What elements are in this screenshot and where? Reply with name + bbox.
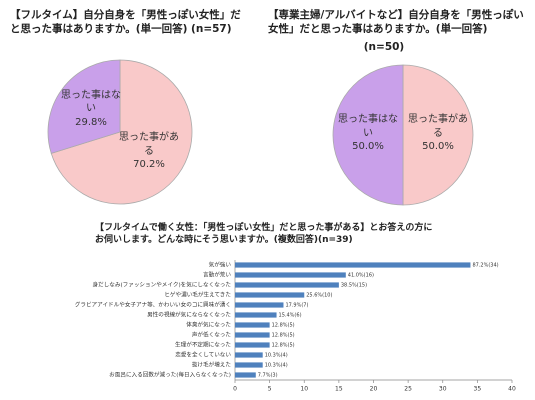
value-label: 12.8%(5): [272, 323, 295, 329]
bar: [235, 272, 346, 278]
pie-slice: [402, 64, 474, 206]
pie1-title: 【フルタイム】自分自身を「男性っぽい女性」だと思った事はありますか。(単一回答)…: [10, 9, 241, 36]
bar: [235, 282, 339, 288]
bar: [235, 342, 270, 348]
category-label: ヒゲや濃い毛が生えてきた: [164, 291, 231, 299]
value-label: 38.5%(15): [341, 283, 367, 289]
value-label: 17.9%(7): [285, 303, 308, 309]
category-label: グラビアアイドルや女子アナ等、かわいい女のコに興味が湧く: [75, 301, 231, 309]
x-tick-label: 40: [508, 386, 516, 393]
value-label: 12.8%(5): [272, 343, 295, 349]
value-label: 7.7%(3): [258, 373, 278, 379]
bar: [235, 372, 256, 378]
pie-slice: [50, 59, 193, 205]
pie-slice: [47, 59, 121, 154]
category-label: 体臭が気になった: [186, 321, 231, 329]
x-tick-label: 10: [300, 386, 308, 393]
pie2-title: 【専業主婦/アルバイトなど】自分自身を「男性っぽい女性」だと思った事はありますか…: [268, 9, 524, 36]
x-tick-label: 35: [474, 386, 482, 393]
value-label: 15.4%(6): [279, 313, 302, 319]
x-tick-label: 0: [233, 386, 237, 393]
category-label: 気が強い: [209, 261, 232, 269]
value-label: 41.0%(16): [348, 273, 374, 279]
bar: [235, 332, 270, 338]
value-label: 10.3%(4): [265, 363, 288, 369]
value-label: 87.2%(34): [472, 263, 498, 269]
x-tick-label: 20: [370, 386, 378, 393]
category-label: 男性の視線が気にならなくなった: [147, 311, 231, 319]
bar: [235, 292, 305, 298]
pie-slice: [332, 64, 404, 206]
x-tick-label: 5: [268, 386, 272, 393]
slice-value: 50.0%: [422, 141, 454, 152]
slice-category: 思った事はない: [61, 89, 121, 115]
slice-category: 思った事がある: [118, 132, 179, 157]
bar: [235, 352, 263, 358]
category-label: 恋愛を全くしていない: [175, 351, 231, 359]
bar: [235, 362, 263, 368]
slice-value: 29.8%: [75, 116, 107, 128]
x-tick-label: 30: [439, 386, 447, 393]
slice-category: 思った事がある: [408, 114, 468, 139]
category-label: 声が低くなった: [192, 331, 232, 339]
value-label: 12.8%(5): [272, 333, 295, 339]
bar: [235, 302, 284, 308]
slice-label: 思った事はない 29.8%: [60, 89, 122, 130]
value-label: 10.3%(4): [265, 353, 288, 359]
bar: [235, 262, 471, 268]
pie2-subtitle: (n=50): [363, 41, 405, 53]
slice-value: 70.2%: [133, 159, 165, 171]
category-label: お風呂に入る回数が減った(毎日入らなくなった): [109, 371, 231, 379]
x-tick-label: 15: [335, 386, 343, 393]
bar: [235, 312, 277, 318]
category-label: 言動が荒い: [203, 271, 231, 279]
x-tick-label: 25: [404, 386, 412, 393]
category-label: 抜け毛が増えた: [192, 361, 232, 369]
value-label: 25.6%(10): [306, 293, 332, 299]
bar: [235, 322, 270, 328]
category-label: 身だしなみ(ファッションやメイク)を気にしなくなった: [92, 281, 231, 289]
slice-category: 思った事はない: [338, 114, 398, 139]
slice-value: 50.0%: [352, 141, 384, 152]
slice-label: 思った事はない 50.0%: [337, 113, 399, 154]
bar-title: 【フルタイムで働く女性：「男性っぽい女性」だと思った事がある】とお答えの方にお伺…: [95, 223, 433, 246]
category-label: 生理が不定期になった: [175, 341, 231, 349]
slice-label: 思った事がある 70.2%: [118, 131, 180, 172]
slice-label: 思った事がある 50.0%: [407, 113, 469, 154]
